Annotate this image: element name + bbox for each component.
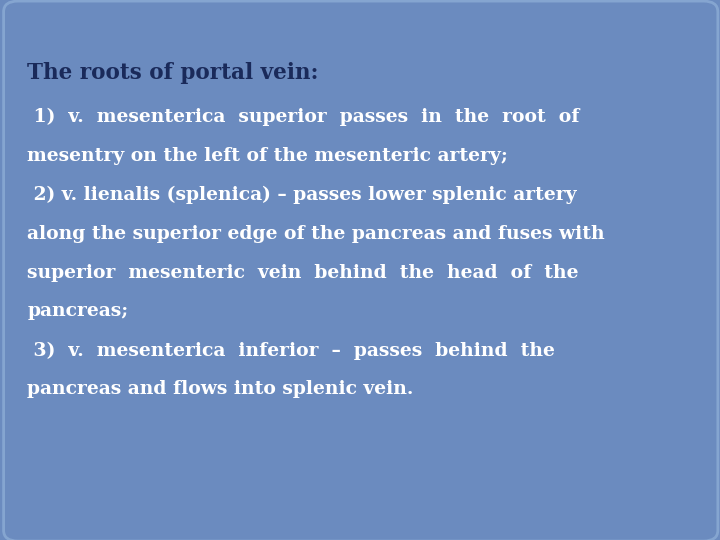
Text: pancreas;: pancreas;	[27, 302, 129, 320]
Text: 1)  v.  mesenterica  superior  passes  in  the  root  of: 1) v. mesenterica superior passes in the…	[27, 108, 580, 126]
Text: superior  mesenteric  vein  behind  the  head  of  the: superior mesenteric vein behind the head…	[27, 264, 579, 281]
Text: pancreas and flows into splenic vein.: pancreas and flows into splenic vein.	[27, 380, 414, 398]
FancyBboxPatch shape	[4, 1, 718, 540]
Text: 2) v. lienalis (splenica) – passes lower splenic artery: 2) v. lienalis (splenica) – passes lower…	[27, 186, 577, 204]
Text: along the superior edge of the pancreas and fuses with: along the superior edge of the pancreas …	[27, 225, 605, 242]
Text: The roots of portal vein:: The roots of portal vein:	[27, 62, 319, 84]
Text: mesentry on the left of the mesenteric artery;: mesentry on the left of the mesenteric a…	[27, 147, 508, 165]
Text: 3)  v.  mesenterica  inferior  –  passes  behind  the: 3) v. mesenterica inferior – passes behi…	[27, 341, 555, 360]
